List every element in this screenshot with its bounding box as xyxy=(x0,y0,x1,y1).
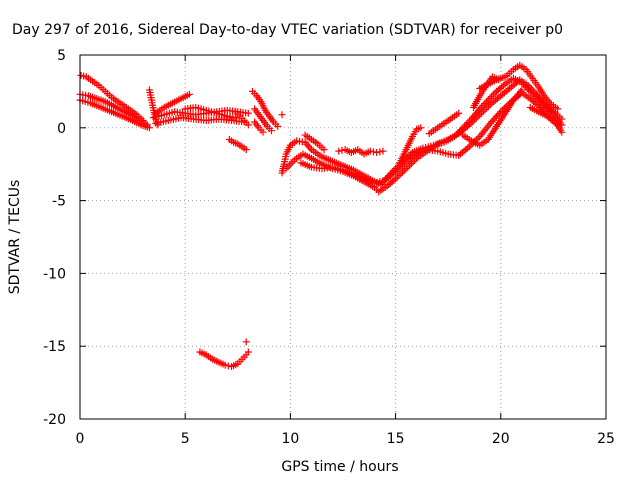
data-point xyxy=(540,99,548,107)
data-point xyxy=(259,128,267,136)
y-tick-label: -5 xyxy=(52,194,66,210)
data-point xyxy=(516,88,524,96)
series-26 xyxy=(476,73,509,92)
data-point xyxy=(492,113,500,121)
data-point xyxy=(373,149,381,157)
data-point xyxy=(145,124,153,132)
series-25 xyxy=(503,61,562,113)
data-point xyxy=(554,105,562,113)
series-12 xyxy=(251,118,267,136)
series-2 xyxy=(76,96,153,132)
data-point xyxy=(287,159,295,167)
data-point xyxy=(185,90,193,98)
x-tick-labels: 0 5 10 15 20 25 xyxy=(76,431,615,447)
data-point xyxy=(221,361,229,369)
data-point xyxy=(455,109,463,117)
x-tick-label: 25 xyxy=(597,431,615,447)
y-axis-label: SDTVAR / TECUs xyxy=(7,180,23,295)
data-point xyxy=(390,176,398,184)
data-point xyxy=(489,116,497,124)
y-tick-label: 5 xyxy=(57,48,66,64)
data-point xyxy=(552,119,560,127)
series-18 xyxy=(297,89,566,187)
x-tick-label: 5 xyxy=(181,431,190,447)
data-point xyxy=(370,148,378,156)
y-tick-label: -10 xyxy=(43,266,66,282)
x-tick-label: 10 xyxy=(281,431,299,447)
plot-frame xyxy=(79,54,607,420)
x-axis-label: GPS time / hours xyxy=(281,459,398,475)
data-point xyxy=(267,127,275,135)
data-point xyxy=(550,118,558,126)
data-point xyxy=(242,146,250,154)
series-27 xyxy=(526,103,560,127)
series-9 xyxy=(225,135,250,154)
x-tick-label: 15 xyxy=(387,431,405,447)
data-point xyxy=(499,82,507,90)
data-point xyxy=(286,161,294,169)
data-points xyxy=(76,61,566,371)
grid xyxy=(80,55,606,419)
series-13 xyxy=(278,111,286,119)
data-point xyxy=(320,146,328,154)
axis-ticks xyxy=(79,54,607,420)
series-15 xyxy=(242,338,250,346)
data-point xyxy=(379,147,387,155)
data-point xyxy=(366,147,374,155)
series-4 xyxy=(152,90,193,117)
data-point xyxy=(304,142,312,150)
data-point xyxy=(501,73,509,81)
y-tick-label: 0 xyxy=(57,121,66,137)
y-tick-label: -20 xyxy=(43,412,66,428)
series-14 xyxy=(196,348,252,371)
series-10 xyxy=(249,87,282,130)
data-point xyxy=(486,119,494,127)
data-point xyxy=(278,111,286,119)
data-point xyxy=(417,124,425,132)
series-21 xyxy=(396,124,425,167)
series-23 xyxy=(459,86,526,149)
series-20 xyxy=(301,131,328,154)
series-19 xyxy=(335,146,387,158)
x-tick-label: 0 xyxy=(76,431,85,447)
data-point xyxy=(244,348,252,356)
data-point xyxy=(244,121,252,129)
y-tick-label: -15 xyxy=(43,339,66,355)
series-8 xyxy=(232,108,252,129)
x-tick-label: 20 xyxy=(492,431,510,447)
data-point xyxy=(494,111,502,119)
data-point xyxy=(335,147,343,155)
data-point xyxy=(491,114,499,122)
y-tick-labels: 5 0 -5 -10 -15 -20 xyxy=(43,48,66,428)
data-point xyxy=(376,148,384,156)
data-point xyxy=(558,128,566,136)
data-point xyxy=(518,86,526,94)
data-point xyxy=(488,118,496,126)
data-point xyxy=(242,338,250,346)
data-point xyxy=(244,109,252,117)
series-22 xyxy=(425,109,463,138)
data-point xyxy=(274,122,282,130)
series-11 xyxy=(251,105,275,135)
series-7 xyxy=(181,103,240,122)
chart-title: Day 297 of 2016, Sidereal Day-to-day VTE… xyxy=(12,22,563,38)
data-point xyxy=(306,144,314,152)
